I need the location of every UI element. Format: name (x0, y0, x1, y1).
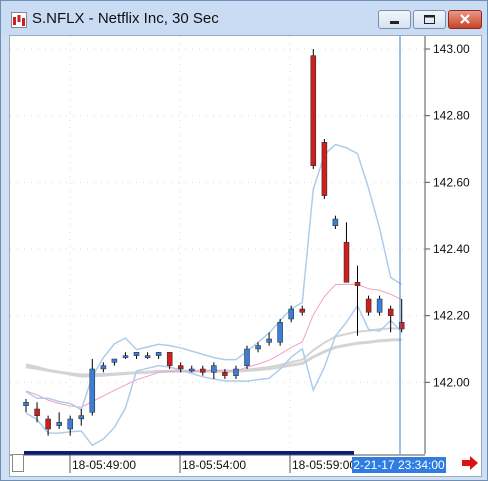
candle-body (111, 358, 118, 363)
candle-body (387, 308, 394, 316)
candle-body (365, 298, 372, 313)
y-axis: 143.00 142.80 142.60 142.40 142.20 142.00 (425, 42, 470, 389)
x-tick-label: 18-05:54:00 (182, 458, 246, 472)
candle-body (376, 298, 383, 313)
candle-body (122, 355, 129, 358)
candlestick-chart[interactable]: 143.00 142.80 142.60 142.40 142.20 142.00 18-… (10, 36, 481, 476)
candle-body (133, 352, 140, 356)
y-tick-label: 142.60 (433, 175, 470, 189)
candle-body (299, 308, 306, 313)
maximize-icon (424, 15, 435, 24)
x-axis: 18-05:49:00 18-05:54:00 18-05:59:00 (69, 455, 356, 473)
candle-body (166, 352, 173, 366)
candle-body (255, 345, 261, 350)
chart-area[interactable]: 143.00 142.80 142.60 142.40 142.20 142.00 18-… (9, 35, 482, 477)
y-tick-label: 142.20 (433, 309, 470, 323)
candle-body (45, 418, 51, 430)
scroll-bar[interactable] (24, 451, 354, 455)
candle-body (89, 368, 96, 413)
candle-body (332, 218, 339, 226)
candle-body (244, 348, 250, 366)
candle-body (398, 322, 405, 330)
y-tick-label: 142.40 (433, 242, 470, 256)
maximize-button[interactable] (413, 10, 446, 29)
candle-body (100, 365, 107, 370)
y-tick-label: 143.00 (433, 42, 470, 56)
y-tick-label: 142.80 (433, 109, 470, 123)
minimize-button[interactable] (378, 10, 411, 29)
candle-body (200, 368, 206, 373)
upper-band-line (25, 143, 403, 411)
window-title: S.NFLX - Netflix Inc, 30 Sec (32, 10, 219, 27)
candle-body (23, 402, 29, 406)
plot-area[interactable] (10, 36, 425, 446)
close-button[interactable] (448, 10, 482, 29)
candle-body (310, 55, 317, 166)
candle-body (56, 422, 62, 426)
y-tick-label: 142.00 (433, 375, 470, 389)
title-bar[interactable]: S.NFLX - Netflix Inc, 30 Sec (1, 1, 487, 35)
arrow-right-icon[interactable] (461, 455, 479, 471)
candle-body (177, 365, 184, 370)
candle-body (343, 242, 350, 283)
candle-body (67, 418, 73, 430)
lower-band-line (25, 304, 403, 447)
candle-body (266, 338, 272, 343)
candle-body (155, 352, 162, 356)
candle-body (321, 142, 328, 196)
chart-app-icon (11, 12, 27, 28)
candles (23, 49, 405, 436)
minimize-icon (390, 21, 399, 24)
candle-body (211, 365, 217, 373)
candle-body (354, 282, 361, 286)
candle-body (34, 408, 40, 416)
candle-body (233, 368, 239, 376)
candle-body (189, 368, 195, 372)
scroll-handle[interactable] (12, 454, 24, 472)
candle-body (288, 308, 294, 320)
cursor-time-label: 2-21-17 23:34:00 (352, 457, 446, 473)
candle-body (277, 322, 283, 343)
candle-body (144, 355, 151, 358)
x-tick-label: 18-05:49:00 (72, 458, 136, 472)
candle-body (222, 372, 228, 376)
close-icon (460, 14, 470, 24)
x-tick-label: 18-05:59:00 (292, 458, 356, 472)
candle-body (78, 415, 85, 420)
